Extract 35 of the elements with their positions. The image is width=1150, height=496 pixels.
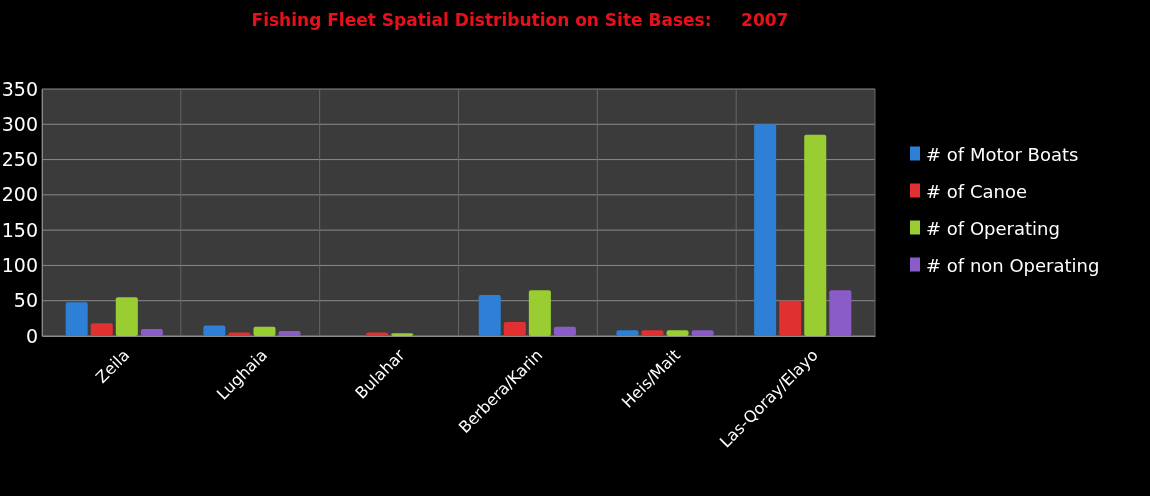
- legend-label: # of Operating: [926, 217, 1060, 239]
- y-tick-label: 300: [1, 112, 38, 135]
- y-tick-label: 150: [1, 218, 38, 241]
- bar: [754, 124, 777, 336]
- bar: [666, 330, 689, 336]
- bar: [115, 297, 138, 336]
- y-tick-label: 50: [13, 289, 38, 312]
- bar: [804, 134, 827, 336]
- bar: [641, 330, 664, 336]
- bar: [691, 330, 714, 336]
- bar: [829, 290, 852, 336]
- bar: [278, 331, 301, 336]
- bar: [65, 302, 88, 336]
- chart-title: Fishing Fleet Spatial Distribution on Site Bases: 2007: [251, 10, 789, 30]
- bar: [553, 326, 576, 336]
- y-tick-label: 100: [1, 254, 38, 277]
- legend-label: # of Canoe: [926, 180, 1027, 202]
- bar: [203, 325, 226, 336]
- bar: [528, 290, 551, 336]
- bar: [779, 300, 802, 336]
- bar: [253, 326, 276, 336]
- bar: [366, 332, 389, 336]
- y-tick-label: 0: [25, 324, 38, 347]
- legend-label: # of Motor Boats: [926, 143, 1079, 165]
- y-tick-label: 250: [1, 148, 38, 171]
- bar: [90, 323, 113, 336]
- bar: [391, 333, 414, 336]
- y-tick-label: 200: [1, 183, 38, 206]
- bar: [503, 321, 526, 336]
- y-tick-label: 350: [1, 77, 38, 100]
- bar: [478, 295, 501, 336]
- legend-label: # of non Operating: [926, 254, 1100, 276]
- bar: [616, 330, 639, 336]
- bar: [140, 328, 163, 336]
- bar: [228, 332, 251, 336]
